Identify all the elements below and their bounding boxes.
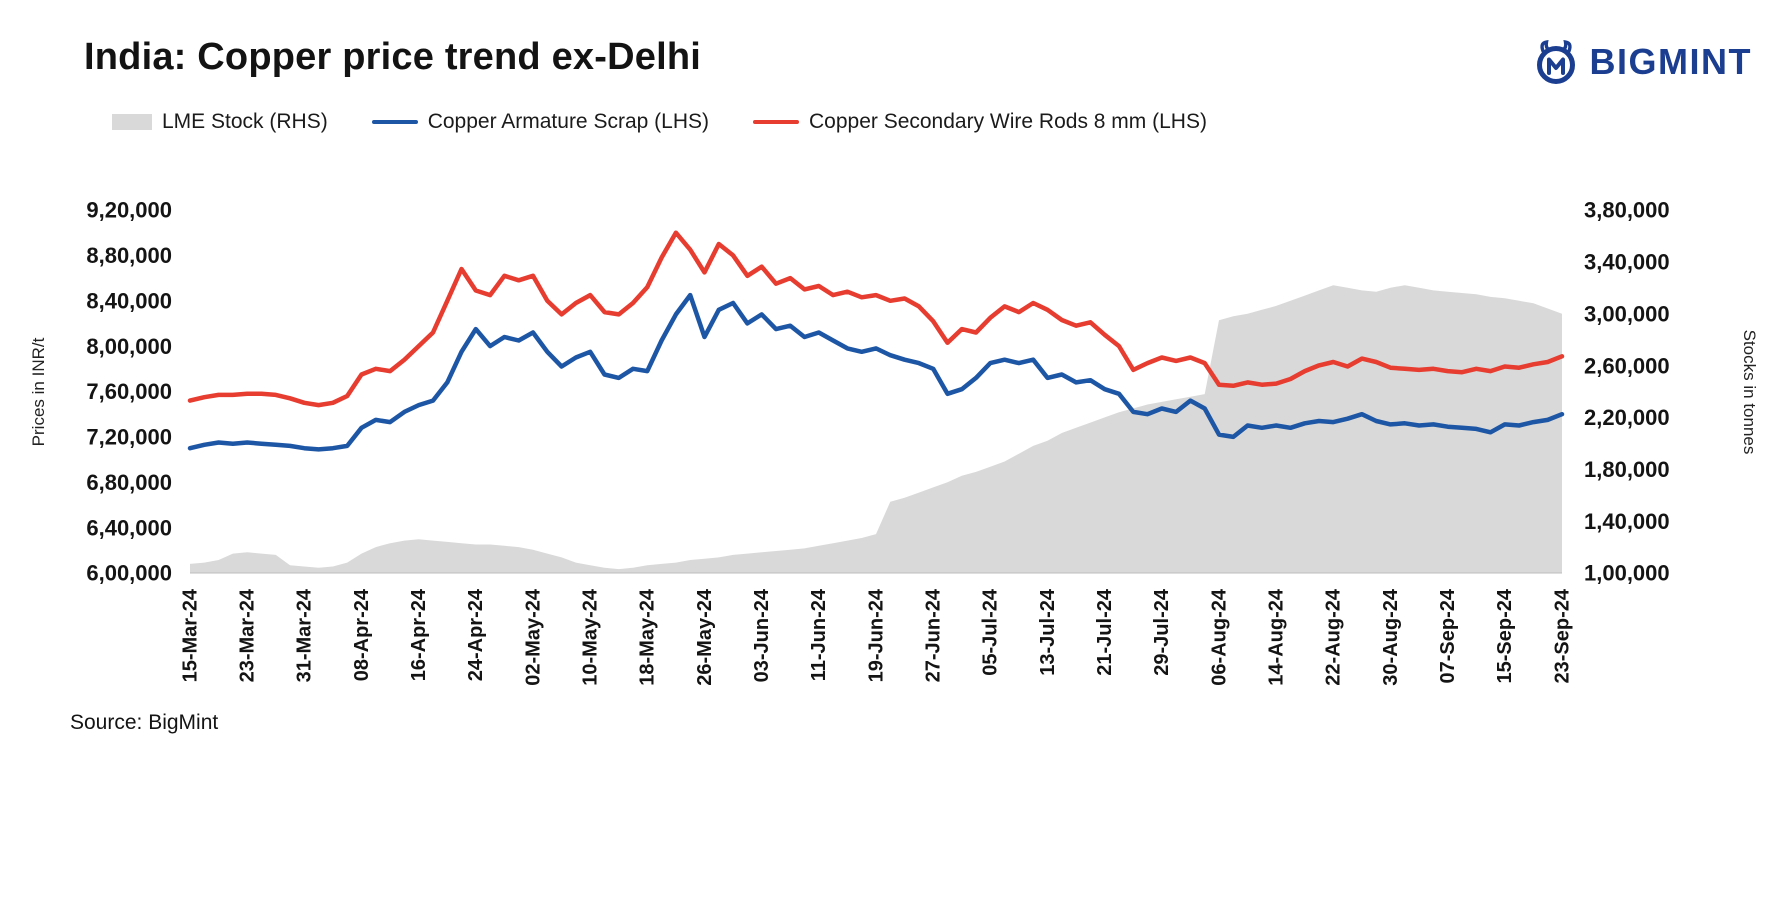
chart-area: 6,00,000 6,40,000 6,80,000 7,20,000 7,60,000… xyxy=(0,146,1792,707)
right-axis-tick-label: 3,80,000 xyxy=(1584,198,1670,223)
x-axis-tick-label: 27-Jun-24 xyxy=(923,588,945,682)
x-axis-tick-label: 18-May-24 xyxy=(637,588,659,686)
legend-item-copper-secondary-wire-rods-8-mm-lhs: Copper Secondary Wire Rods 8 mm (LHS) xyxy=(752,110,1207,134)
legend-label: Copper Secondary Wire Rods 8 mm (LHS) xyxy=(808,110,1207,133)
x-axis-tick-label: 22-Aug-24 xyxy=(1323,588,1345,686)
bigmint-logo: BIGMINT xyxy=(1532,36,1752,86)
legend-item-copper-armature-scrap-lhs: Copper Armature Scrap (LHS) xyxy=(371,110,709,134)
x-axis-tick-label: 02-May-24 xyxy=(522,588,544,686)
right-axis-tick-label: 2,20,000 xyxy=(1584,405,1670,430)
chart-legend: LME Stock (RHS) Copper Armature Scrap (LH… xyxy=(112,110,1792,134)
legend-item-lme-stock-rhs: LME Stock (RHS) xyxy=(112,110,328,134)
area-swatch-lme-stock-rhs xyxy=(112,114,152,130)
left-axis-tick-label: 7,60,000 xyxy=(86,379,172,404)
legend-label: Copper Armature Scrap (LHS) xyxy=(427,110,709,133)
x-axis-tick-label: 30-Aug-24 xyxy=(1380,588,1402,686)
source-note: Source: BigMint xyxy=(70,711,219,734)
copper-price-trend-chart: 6,00,000 6,40,000 6,80,000 7,20,000 7,60,000… xyxy=(29,198,1759,686)
copper-secondary-wire-rods-8-mm-lhs-line xyxy=(187,230,1565,408)
right-axis-tick-label: 1,40,000 xyxy=(1584,509,1670,534)
right-axis-tick-label: 1,80,000 xyxy=(1584,457,1670,482)
x-axis-tick-label: 29-Jul-24 xyxy=(1151,588,1173,676)
left-axis-title: Prices in INR/t xyxy=(29,337,48,446)
x-axis-tick-label: 16-Apr-24 xyxy=(408,588,430,681)
left-axis-tick-label: 9,20,000 xyxy=(86,198,172,223)
left-axis-tick-label: 8,80,000 xyxy=(86,243,172,268)
x-axis-tick-label: 26-May-24 xyxy=(694,588,716,686)
x-axis-tick-label: 23-Mar-24 xyxy=(237,588,259,682)
header: India: Copper price trend ex-Delhi BIGMI… xyxy=(0,0,1792,86)
x-axis-tick-label: 05-Jul-24 xyxy=(980,588,1002,676)
x-axis-tick-label: 21-Jul-24 xyxy=(1094,588,1116,676)
left-axis-tick-label: 8,00,000 xyxy=(86,334,172,359)
bigmint-logo-icon xyxy=(1536,39,1575,84)
left-axis-tick-label: 8,40,000 xyxy=(86,289,172,314)
bigmint-logo-text: BIGMINT xyxy=(1589,41,1752,82)
x-axis-tick-label: 31-Mar-24 xyxy=(294,588,316,682)
left-axis-tick-label: 6,00,000 xyxy=(86,561,172,586)
right-axis-tick-label: 3,40,000 xyxy=(1584,250,1670,275)
copper-armature-scrap-lhs-line xyxy=(187,292,1565,452)
lme-stock-rhs-area xyxy=(190,285,1562,573)
left-axis-tick-label: 6,40,000 xyxy=(86,515,172,540)
line-swatch-copper-armature-scrap-lhs xyxy=(371,119,418,125)
x-axis-tick-label: 03-Jun-24 xyxy=(751,588,773,682)
x-axis-tick-label: 06-Aug-24 xyxy=(1208,588,1230,686)
right-axis-tick-label: 3,00,000 xyxy=(1584,301,1670,326)
left-axis-tick-label: 6,80,000 xyxy=(86,470,172,495)
x-axis-tick-label: 11-Jun-24 xyxy=(808,588,830,681)
right-axis-tick-label: 1,00,000 xyxy=(1584,561,1670,586)
x-axis-tick-label: 15-Mar-24 xyxy=(179,588,201,682)
x-axis-tick-label: 14-Aug-24 xyxy=(1266,588,1288,686)
right-axis-tick-label: 2,60,000 xyxy=(1584,353,1670,378)
line-swatch-copper-secondary-wire-rods-8-mm-lhs xyxy=(752,119,799,125)
x-axis-tick-label: 19-Jun-24 xyxy=(865,588,887,682)
x-axis-tick-label: 07-Sep-24 xyxy=(1437,588,1459,683)
left-axis-tick-label: 7,20,000 xyxy=(86,425,172,450)
legend-label: LME Stock (RHS) xyxy=(162,110,328,133)
x-axis-tick-label: 08-Apr-24 xyxy=(351,588,373,681)
page-title: India: Copper price trend ex-Delhi xyxy=(84,36,702,78)
x-axis-tick-label: 15-Sep-24 xyxy=(1494,588,1516,683)
x-axis-tick-label: 10-May-24 xyxy=(580,588,602,686)
x-axis-tick-label: 23-Sep-24 xyxy=(1551,588,1573,683)
right-axis-title: Stocks in tonnes xyxy=(1740,330,1759,455)
x-axis-tick-label: 24-Apr-24 xyxy=(465,588,487,681)
x-axis-tick-label: 13-Jul-24 xyxy=(1037,588,1059,676)
